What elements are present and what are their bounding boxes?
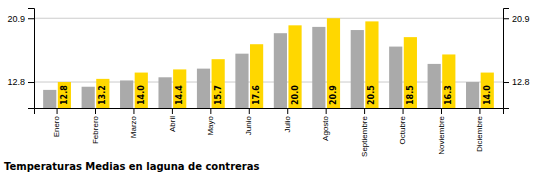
tick-mark	[28, 82, 34, 83]
tick: 20.9	[7, 14, 34, 24]
data-label: 15.7	[214, 85, 223, 105]
tick-label: Junio	[244, 115, 253, 135]
tick-label: Septiembre	[360, 115, 369, 156]
tick-label: 12.8	[7, 77, 25, 87]
bar	[481, 73, 494, 108]
tick: Mayo	[206, 108, 215, 136]
bar	[351, 30, 364, 108]
bar	[235, 54, 248, 108]
tick-label: Diciembre	[475, 115, 484, 152]
bar	[197, 69, 210, 108]
tick-label: Octubre	[398, 115, 407, 144]
data-labels: 12.8 13.2 14.0 14.4 15.7 17.6 20.0 20.9 20.5 18.5…	[60, 85, 492, 105]
axis-line	[35, 109, 504, 115]
plot: 12.8 13.2 14.0 14.4 15.7 17.6 20.0 20.9 20.5 18.5…	[7, 9, 529, 174]
tick: Junio	[244, 108, 253, 135]
data-label: 13.2	[98, 85, 107, 105]
tick: Octubre	[398, 108, 407, 144]
bar	[274, 33, 287, 108]
tick-label: Febrero	[91, 115, 100, 144]
data-label: 14.0	[483, 85, 492, 105]
bar	[312, 27, 325, 108]
tick: Agosto	[321, 108, 330, 141]
tick-mark	[503, 18, 509, 19]
data-label: 20.0	[291, 85, 300, 105]
x-axis: Enero Febrero Marzo Abril Mayo Junio Julio Agos…	[35, 108, 504, 157]
tick-mark	[364, 108, 365, 114]
tick-mark	[326, 108, 327, 114]
bar	[82, 87, 95, 108]
bar	[327, 18, 340, 108]
bar	[389, 47, 402, 108]
tick-label: 12.8	[512, 77, 530, 87]
axis-line	[504, 9, 510, 109]
grid-line	[34, 18, 503, 19]
data-label: 20.5	[367, 85, 376, 105]
title: Temperaturas Medias en laguna de contrer…	[4, 161, 260, 172]
tick-mark	[403, 108, 404, 114]
tick-mark	[133, 108, 134, 114]
tick: Abril	[168, 108, 177, 132]
y-axis-right: 12.8 20.9	[503, 9, 530, 109]
bar	[442, 54, 455, 108]
bar	[404, 37, 417, 108]
bar	[158, 77, 171, 108]
series	[43, 27, 479, 108]
tick-mark	[210, 108, 211, 114]
tick-label: Julio	[283, 115, 292, 132]
tick: Noviembre	[437, 108, 446, 155]
tick-mark	[503, 82, 509, 83]
bar	[173, 69, 186, 108]
bar	[288, 25, 301, 108]
tick: Marzo	[129, 108, 138, 138]
tick: Febrero	[91, 108, 100, 144]
tick: 20.9	[503, 14, 530, 24]
tick: Septiembre	[360, 108, 369, 157]
tick: 12.8	[7, 77, 34, 87]
data-label: 18.5	[406, 85, 415, 105]
bar	[58, 82, 71, 108]
tick-label: 20.9	[512, 14, 530, 24]
bar	[250, 44, 263, 108]
tick-mark	[441, 108, 442, 114]
tick-label: Enero	[52, 115, 61, 137]
tick-label: Noviembre	[437, 115, 446, 154]
chart: 12.8 13.2 14.0 14.4 15.7 17.6 20.0 20.9 20.5 18.5…	[0, 0, 537, 174]
tick-mark	[57, 108, 58, 114]
axis-line	[28, 9, 35, 109]
tick-mark	[95, 108, 96, 114]
bar	[365, 21, 378, 108]
data-label: 17.6	[252, 85, 261, 105]
bar	[466, 82, 479, 108]
tick-label: Marzo	[129, 115, 138, 138]
tick-label: Agosto	[321, 115, 330, 140]
bar	[96, 79, 109, 108]
tick: Julio	[283, 108, 292, 132]
bar	[120, 80, 133, 108]
tick-label: Mayo	[206, 115, 215, 135]
tick-mark	[249, 108, 250, 114]
data-label: 14.0	[137, 85, 146, 105]
bar	[43, 90, 56, 108]
bar	[212, 59, 225, 108]
tick: Enero	[52, 108, 61, 137]
bar	[135, 73, 148, 108]
tick: Diciembre	[475, 108, 484, 152]
data-label: 20.9	[329, 85, 338, 105]
series	[58, 18, 494, 108]
data-label: 16.3	[444, 85, 453, 105]
tick-label: Abril	[168, 116, 177, 132]
bar	[428, 64, 441, 108]
tick: 12.8	[503, 77, 530, 87]
tick-mark	[479, 108, 480, 114]
y-axis: 12.8 20.9	[7, 9, 34, 109]
tick-mark	[172, 108, 173, 114]
tick-mark	[28, 18, 34, 19]
data-label: 12.8	[60, 85, 69, 105]
tick-label: 20.9	[7, 14, 25, 24]
bars	[43, 18, 494, 108]
data-label: 14.4	[175, 85, 184, 105]
tick-mark	[287, 108, 288, 114]
